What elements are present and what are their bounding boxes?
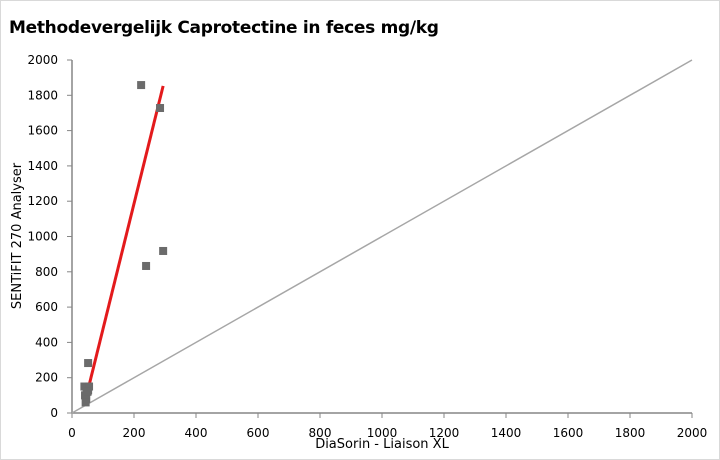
- y-tick-label: 1400: [27, 159, 58, 173]
- y-tick-label: 400: [35, 335, 58, 349]
- x-tick-label: 1200: [429, 426, 460, 440]
- axes: 0 200 400 600 800 1000 1200 1400 1600 1800 2000 0 20…: [27, 53, 707, 440]
- x-axis-label: DiaSorin - Liaison XL: [315, 437, 449, 452]
- x-tick-label: 800: [309, 426, 332, 440]
- x-tick-label: 200: [123, 426, 146, 440]
- x-tick-label: 600: [247, 426, 270, 440]
- data-point: [85, 382, 94, 391]
- data-point: [159, 246, 168, 255]
- identity-line: [71, 59, 693, 414]
- y-tick-label: 1800: [27, 88, 58, 102]
- data-point: [156, 104, 165, 113]
- data-point: [81, 398, 90, 407]
- y-axis-label: SENTiFIT 270 Analyser: [10, 162, 25, 309]
- trendline: [82, 85, 165, 405]
- y-tick-label: 2000: [27, 53, 58, 67]
- y-tick-label: 600: [35, 300, 58, 314]
- x-tick-label: 2000: [677, 426, 708, 440]
- y-tick-label: 200: [35, 371, 58, 385]
- x-tick-label: 1600: [553, 426, 584, 440]
- lines: [71, 59, 693, 414]
- x-tick-label: 0: [68, 426, 76, 440]
- y-tick-label: 1200: [27, 194, 58, 208]
- x-tick-label: 1000: [367, 426, 398, 440]
- data-point: [137, 81, 146, 90]
- y-tick-label: 800: [35, 265, 58, 279]
- y-tick-label: 1600: [27, 124, 58, 138]
- data-point: [83, 387, 92, 396]
- y-tick-label: 0: [50, 406, 58, 420]
- data-point: [142, 261, 151, 270]
- x-tick-label: 400: [185, 426, 208, 440]
- x-tick-label: 1400: [491, 426, 522, 440]
- x-tick-label: 1800: [615, 426, 646, 440]
- y-tick-label: 1000: [27, 230, 58, 244]
- data-points: [80, 81, 168, 407]
- data-point: [84, 359, 93, 368]
- chart-title: Methodevergelijk Caprotectine in feces m…: [9, 18, 439, 38]
